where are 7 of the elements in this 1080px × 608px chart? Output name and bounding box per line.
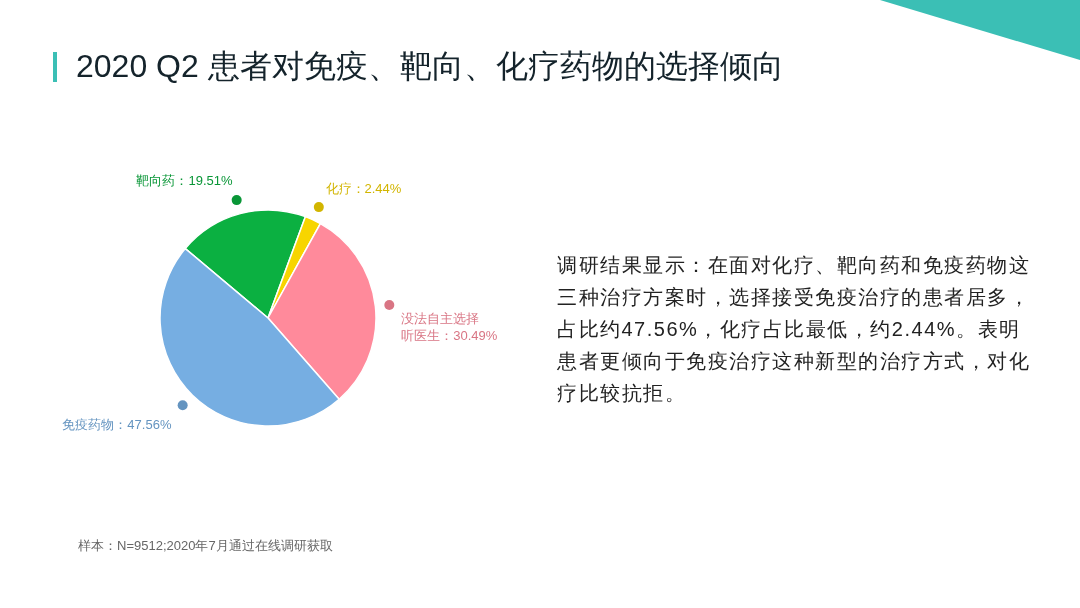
chart-title: 2020 Q2 患者对免疫、靶向、化疗药物的选择倾向 [76, 47, 784, 86]
text: 样本：N=9512;2020年7月通过在线调研获取 [78, 537, 333, 555]
slice-label: 化疗：2.44% [325, 180, 402, 196]
slice-label: 没法自主选择听医生：30.49% [401, 311, 498, 344]
text: 调研结果显示：在面对化疗、靶向药和免疫药物这三种治疗方案时，选择接受免疫治疗的患者居多，占比约47.56%，化疗占比最低，约2.44%。表明患者更倾向于免疫治疗这种新型的治疗方式，对化疗比较抗拒。 [557, 253, 1031, 406]
slice-label: 靶向药：19.51% [136, 172, 233, 188]
slice-label: 免疫药物：47.56% [62, 416, 172, 432]
